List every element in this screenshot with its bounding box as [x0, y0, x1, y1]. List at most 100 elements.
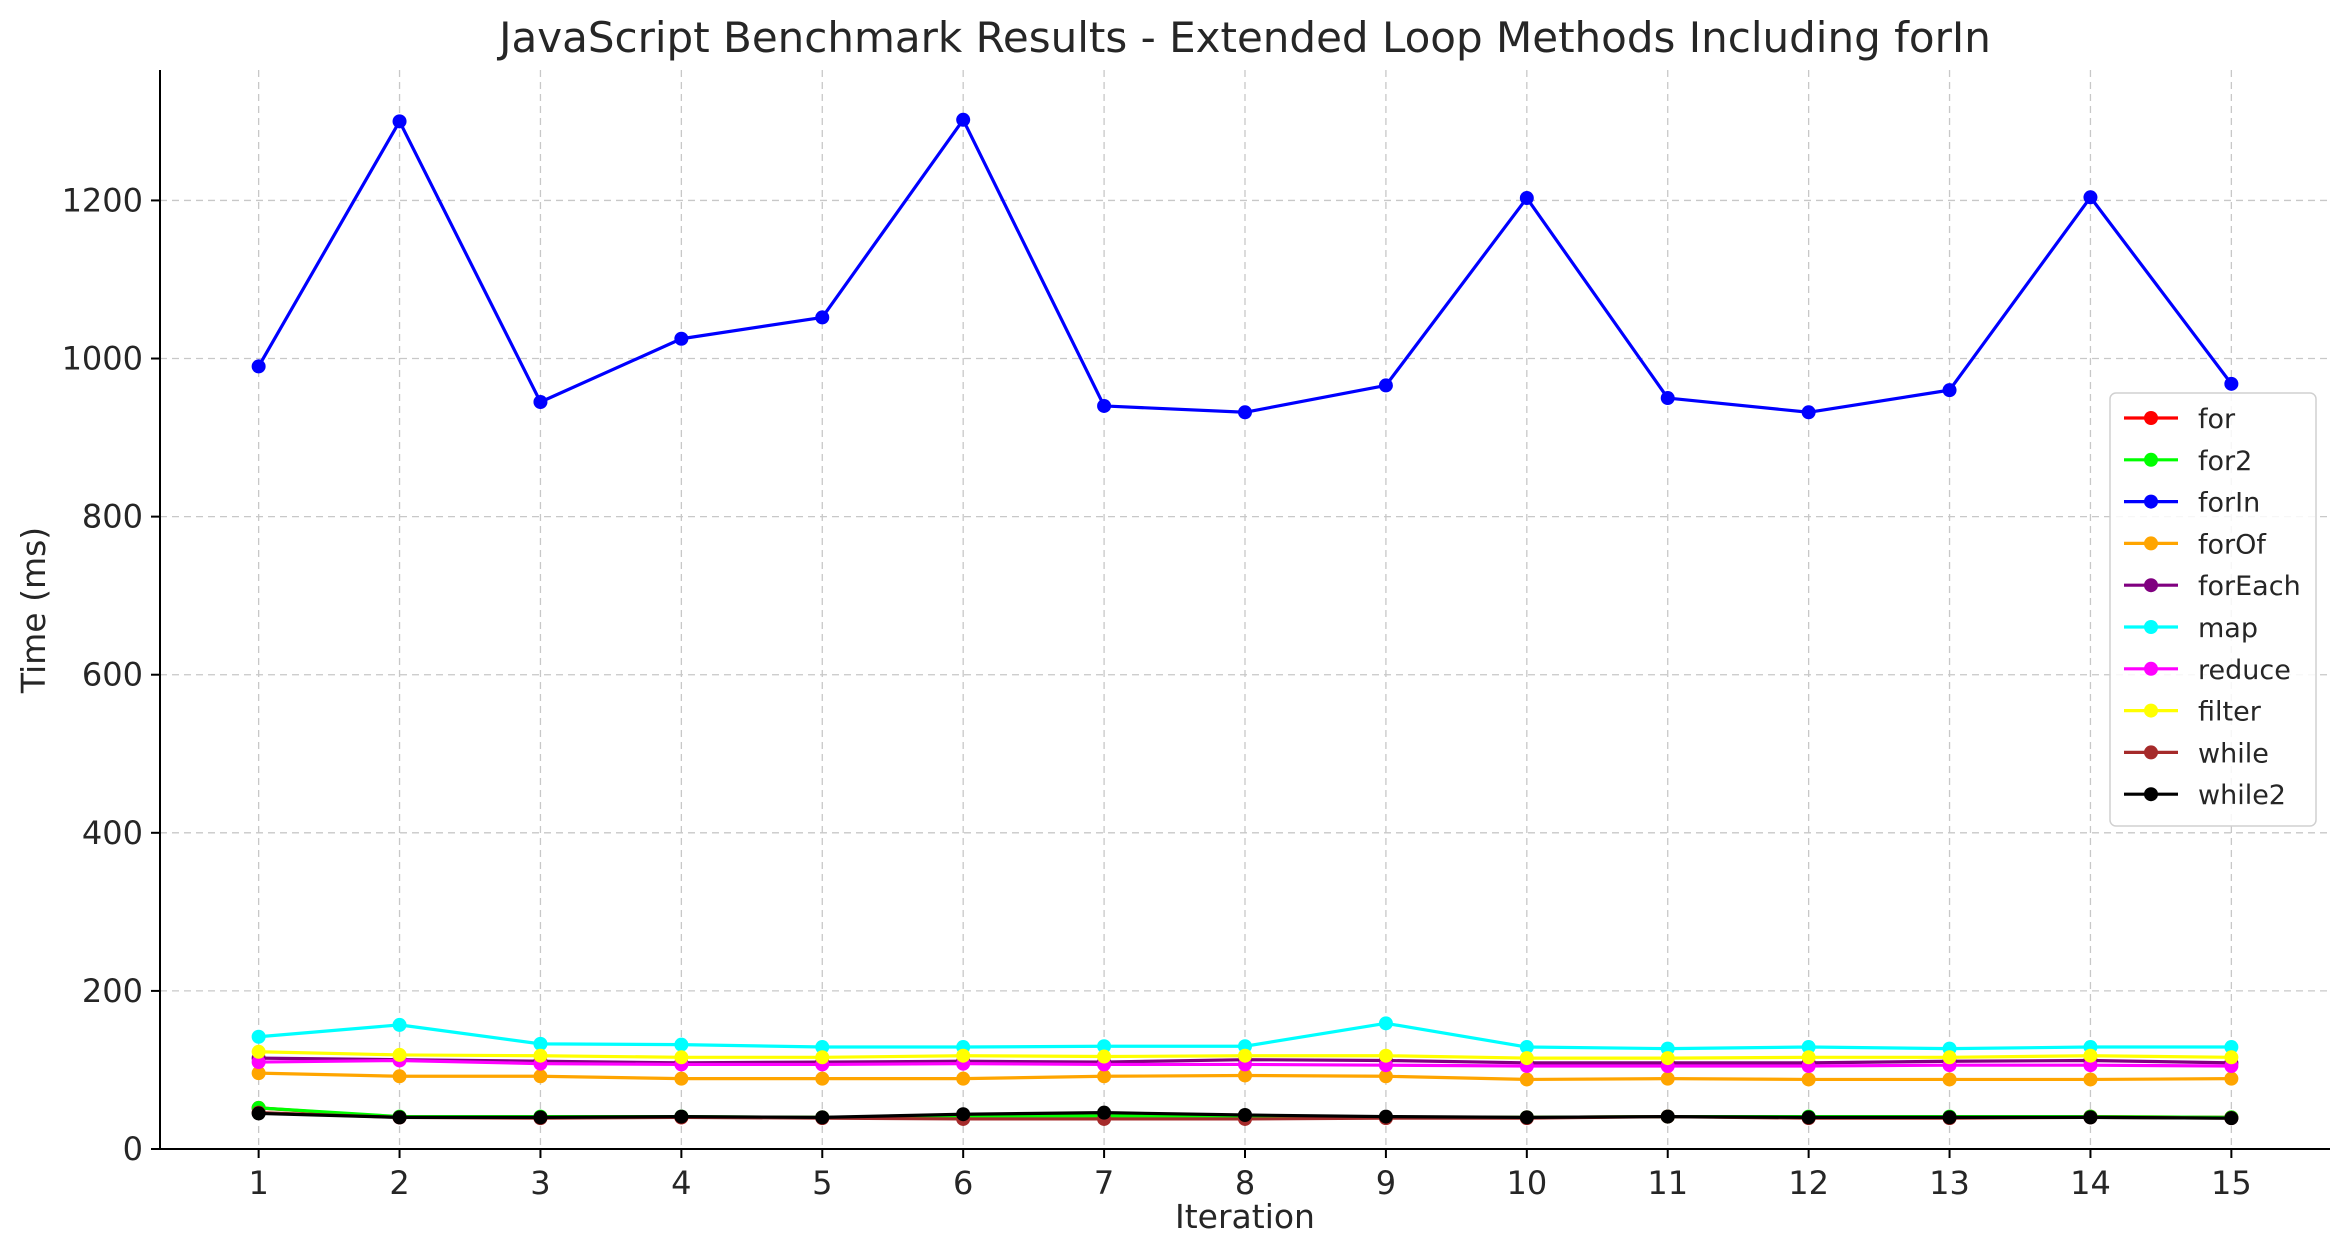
data-point	[1097, 1105, 1112, 1120]
data-point	[1097, 1069, 1112, 1084]
data-point	[392, 1110, 407, 1125]
data-point	[1942, 383, 1957, 398]
legend-label: map	[2198, 613, 2258, 644]
data-point	[1378, 378, 1393, 393]
legend-item-forIn: forIn	[2124, 488, 2260, 519]
data-point	[815, 1040, 830, 1055]
legend-item-while2: while2	[2124, 780, 2286, 811]
data-point	[1378, 1109, 1393, 1124]
legend-marker	[2144, 620, 2158, 634]
data-point	[815, 1071, 830, 1086]
legend-marker	[2144, 494, 2158, 509]
data-point	[1801, 1072, 1816, 1087]
data-point	[392, 1017, 407, 1032]
data-point	[251, 1029, 266, 1044]
data-point	[533, 1036, 548, 1051]
data-point	[1942, 1110, 1957, 1125]
legend-marker	[2144, 536, 2158, 551]
data-point	[1801, 1050, 1816, 1065]
legend-label: forIn	[2198, 488, 2260, 519]
x-tick-label: 1	[248, 1164, 268, 1202]
legend-label: for	[2198, 404, 2236, 435]
legend-item-forEach: forEach	[2124, 571, 2301, 602]
data-point	[815, 1050, 830, 1065]
legend-marker	[2144, 703, 2158, 718]
legend-marker	[2144, 745, 2158, 760]
data-point	[2224, 1050, 2239, 1065]
legend-label: while2	[2198, 780, 2286, 811]
data-point	[392, 1069, 407, 1084]
y-tick-label: 600	[82, 656, 143, 694]
series-forOf	[251, 1066, 2239, 1087]
data-point	[674, 1109, 689, 1124]
data-point	[1238, 1068, 1252, 1083]
y-tick-label: 0	[123, 1130, 143, 1168]
data-point	[1238, 405, 1252, 420]
legend-label: forEach	[2198, 571, 2301, 602]
data-point	[1942, 1072, 1957, 1087]
data-point	[1519, 1110, 1534, 1125]
data-point	[251, 359, 266, 374]
legend-marker	[2144, 452, 2158, 467]
legend-label: filter	[2198, 697, 2262, 728]
data-point	[392, 114, 407, 129]
legend-label: while	[2198, 738, 2269, 769]
data-point	[1660, 1071, 1675, 1086]
y-tick-label: 400	[82, 814, 143, 852]
data-point	[2224, 1040, 2239, 1055]
legend-item-for: for	[2124, 404, 2236, 435]
data-point	[1097, 398, 1112, 413]
data-point	[1942, 1050, 1957, 1065]
x-axis-label: Iteration	[1175, 1197, 1315, 1236]
data-point	[533, 1069, 548, 1084]
data-point	[674, 331, 689, 346]
data-point	[1378, 1069, 1393, 1084]
legend-marker	[2144, 661, 2158, 676]
data-point	[1801, 405, 1816, 420]
legend: for for2 forIn forOf forEach map reduce filter w…	[2109, 392, 2317, 827]
data-point	[815, 310, 830, 325]
x-tick-label: 3	[530, 1164, 550, 1202]
x-tick-label: 14	[2070, 1164, 2111, 1202]
data-point	[956, 1071, 971, 1086]
series-filter	[251, 1044, 2239, 1066]
data-point	[956, 112, 971, 127]
data-point	[1660, 1051, 1675, 1066]
legend-label: forOf	[2198, 529, 2267, 560]
axis-ticks: 1 2 3 4 5 6 7 8 9 10 11 12 13 14 150200400600800100012…	[62, 181, 2252, 1202]
data-point	[1660, 391, 1675, 406]
data-point	[1801, 1040, 1816, 1055]
data-point	[1519, 191, 1534, 206]
data-point	[1238, 1108, 1252, 1123]
x-tick-label: 13	[1929, 1164, 1970, 1202]
data-point	[1519, 1072, 1534, 1087]
data-point	[956, 1107, 971, 1122]
data-point	[674, 1037, 689, 1052]
data-point	[1519, 1051, 1534, 1066]
y-axis-label: Time (ms)	[14, 527, 53, 694]
legend-item-reduce: reduce	[2124, 655, 2291, 686]
data-point	[251, 1055, 266, 1070]
y-tick-label: 200	[82, 972, 143, 1010]
grid-lines	[160, 70, 2330, 1149]
x-tick-label: 8	[1235, 1164, 1255, 1202]
legend-marker	[2144, 787, 2158, 802]
x-tick-label: 6	[953, 1164, 973, 1202]
data-point	[1519, 1040, 1534, 1055]
legend-item-for2: for2	[2124, 446, 2252, 477]
data-point	[533, 1110, 548, 1125]
data-point	[2083, 1110, 2098, 1125]
series-lines	[251, 112, 2239, 1126]
data-point	[2224, 1111, 2239, 1126]
data-point	[1097, 1049, 1112, 1064]
legend-marker	[2144, 411, 2158, 425]
legend-item-filter: filter	[2124, 697, 2262, 728]
x-tick-label: 11	[1647, 1164, 1688, 1202]
data-point	[674, 1050, 689, 1065]
legend-label: for2	[2198, 446, 2252, 477]
y-tick-label: 1000	[62, 340, 143, 378]
data-point	[2083, 190, 2098, 205]
x-tick-label: 15	[2211, 1164, 2252, 1202]
y-tick-label: 1200	[62, 181, 143, 219]
data-point	[2083, 1072, 2098, 1087]
